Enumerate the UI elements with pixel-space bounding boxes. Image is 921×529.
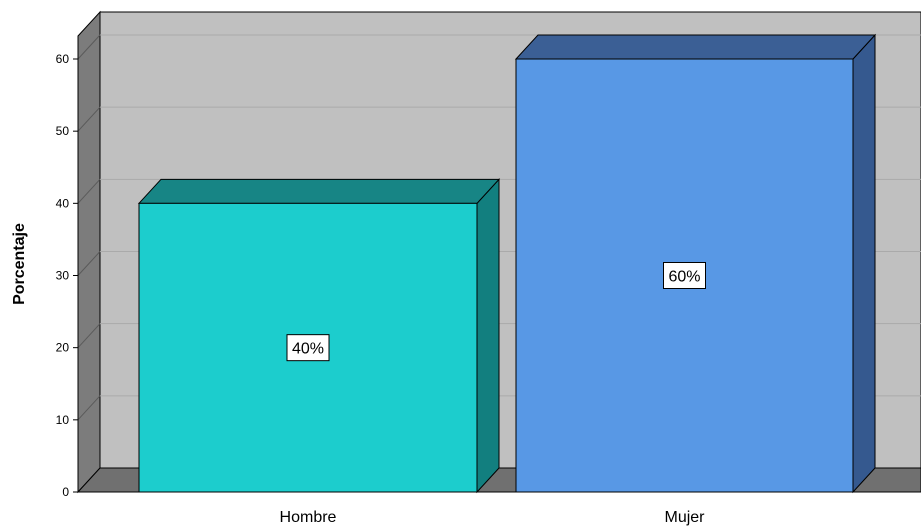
data-label-box <box>286 334 330 362</box>
gridline-wall <box>77 178 101 204</box>
data-label-box <box>663 262 706 289</box>
bar-side <box>852 33 876 494</box>
x-axis-categories: Hombre Mujer <box>280 509 706 526</box>
bars <box>137 33 877 494</box>
bar-top <box>514 34 877 60</box>
bar-side <box>476 178 500 494</box>
data-label-text: 40% <box>292 341 324 358</box>
data-label: 60% <box>663 262 706 289</box>
y-tick-label: 0 <box>62 485 69 499</box>
gridline-wall <box>77 395 101 421</box>
y-tick-label: 30 <box>56 269 70 283</box>
data-labels: 40% 60% <box>286 262 706 362</box>
chart-left-wall <box>77 10 101 494</box>
y-axis-ticks: 0 10 20 30 40 50 60 <box>56 52 78 499</box>
gridline-wall <box>77 323 101 349</box>
y-tick-label: 20 <box>56 341 70 355</box>
gridline-wall <box>77 106 101 132</box>
x-tick-label: Mujer <box>664 509 705 526</box>
y-tick-label: 50 <box>56 124 70 138</box>
data-label-text: 60% <box>668 269 700 286</box>
bar-top <box>137 178 501 204</box>
x-tick-label: Hombre <box>280 509 337 526</box>
gridline-wall <box>77 34 101 60</box>
y-axis-label: Porcentaje <box>11 223 28 305</box>
y-tick-label: 10 <box>56 413 70 427</box>
y-tick-label: 60 <box>56 52 70 66</box>
bar-hombre <box>137 178 501 494</box>
y-tick-label: 40 <box>56 196 70 210</box>
gridline-wall <box>77 251 101 276</box>
data-label: 40% <box>286 334 330 362</box>
